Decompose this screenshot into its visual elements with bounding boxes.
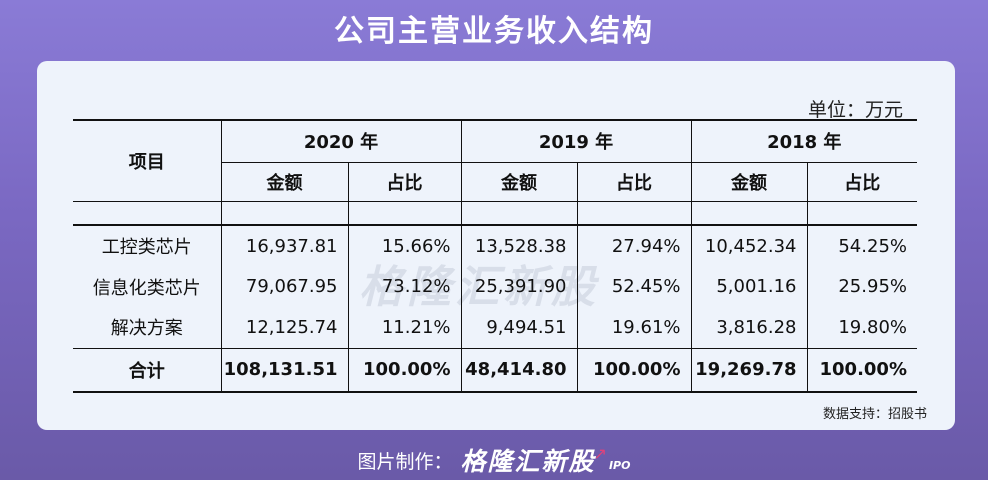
total-row: 合计 108,131.51 100.00% 48,414.80 100.00% … <box>73 347 917 393</box>
row-label: 解决方案 <box>110 318 183 340</box>
cell: 3,816.28 <box>690 307 807 348</box>
cell: 11.21% <box>347 307 461 348</box>
cell: 100.00% <box>576 347 691 393</box>
brand-logo: 格隆汇新股 <box>460 447 596 476</box>
cell: 16,937.81 <box>220 225 348 266</box>
arrow-up-icon: ↗ <box>593 444 607 463</box>
cell: 9,494.51 <box>460 307 577 348</box>
page-title: 公司主营业务收入结构 <box>334 14 654 49</box>
cell: 25.95% <box>806 266 917 307</box>
cell: 15.66% <box>347 225 461 266</box>
header-item: 项目 <box>73 119 221 201</box>
header-year-2018: 2018 年 <box>690 119 917 162</box>
cell: 19.80% <box>806 307 917 348</box>
header-share: 占比 <box>806 161 917 201</box>
cell: 48,414.80 <box>460 347 577 393</box>
header-share: 占比 <box>347 161 461 201</box>
unit-label: 单位：万元 <box>807 99 903 121</box>
header-amount: 金额 <box>690 161 807 201</box>
table-row: 工控类芯片 16,937.81 15.66% 13,528.38 27.94% … <box>73 225 917 266</box>
header-amount: 金额 <box>220 161 348 201</box>
cell: 79,067.95 <box>220 266 348 307</box>
brand-suffix: IPO <box>608 459 631 472</box>
row-label: 工控类芯片 <box>101 237 192 258</box>
cell: 13,528.38 <box>460 225 577 266</box>
source-note: 数据支持：招股书 <box>822 407 927 422</box>
cell: 100.00% <box>347 347 461 393</box>
row-label: 信息化类芯片 <box>92 277 201 299</box>
cell: 19.61% <box>576 307 691 348</box>
footer-label: 图片制作： <box>357 450 453 473</box>
cell: 5,001.16 <box>690 266 807 307</box>
footer: 图片制作： 格隆汇新股 ↗ IPO <box>0 440 988 480</box>
header-amount: 金额 <box>460 161 577 201</box>
cell: 73.12% <box>347 266 461 307</box>
cell: 27.94% <box>576 225 691 266</box>
table-row: 信息化类芯片 79,067.95 73.12% 25,391.90 52.45%… <box>73 266 917 307</box>
cell: 100.00% <box>806 347 917 393</box>
cell: 10,452.34 <box>690 225 807 266</box>
revenue-table: 项目 2020 年 2019 年 2018 年 金额 占比 金额 占比 金额 占… <box>73 119 917 393</box>
row-label: 合计 <box>73 347 221 393</box>
cell: 54.25% <box>806 225 917 266</box>
cell: 108,131.51 <box>220 347 348 393</box>
cell: 12,125.74 <box>220 307 348 348</box>
separator-row <box>73 200 917 226</box>
header-share: 占比 <box>576 161 691 201</box>
header-year-2020: 2020 年 <box>220 119 461 162</box>
cell: 52.45% <box>576 266 691 307</box>
cell: 19,269.78 <box>690 347 807 393</box>
cell: 25,391.90 <box>460 266 577 307</box>
table-row: 解决方案 12,125.74 11.21% 9,494.51 19.61% 3,… <box>73 307 917 348</box>
header-year-2019: 2019 年 <box>460 119 691 162</box>
table-card: 单位：万元 格隆汇新股 项目 2020 年 2019 年 2018 年 金额 占… <box>37 61 955 430</box>
